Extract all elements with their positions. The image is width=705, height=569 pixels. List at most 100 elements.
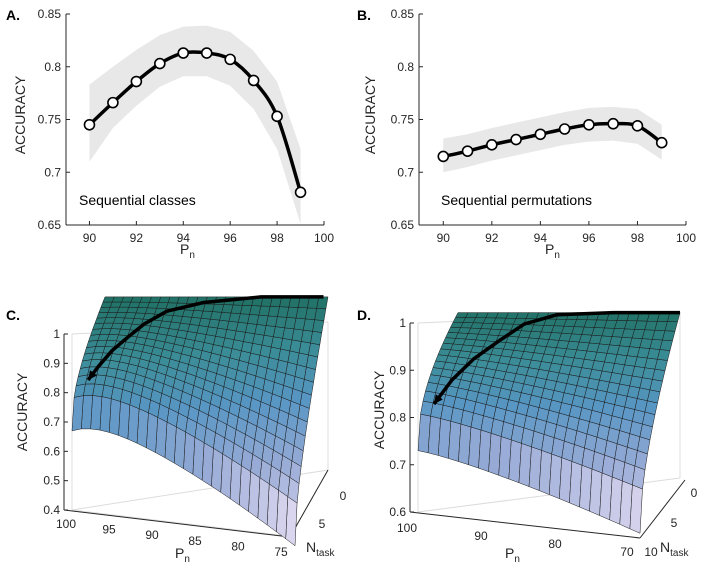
data-point	[130, 75, 143, 88]
y-tick-label: 0.85	[391, 7, 415, 21]
panel-c-ylabel-main: N	[306, 539, 316, 555]
panel-b-points	[437, 117, 668, 163]
y-tick-label: 0.65	[38, 218, 62, 232]
panel-b-xlabel-sub: n	[554, 250, 560, 261]
optimal-path-arrowhead	[88, 370, 97, 380]
y-tick-label: 0.8	[397, 60, 414, 74]
panel-d-xlabel-main: P	[505, 545, 514, 561]
panel-d-zlabel: ACCURACY	[371, 370, 387, 449]
y-tick-label: 0.75	[391, 113, 415, 127]
panel-a-xlabel-main: P	[180, 241, 189, 257]
x-tick-label: 100	[314, 231, 334, 245]
panel-b-xlabel: Pn	[545, 241, 560, 261]
y-tick-label: 0.7	[397, 165, 414, 179]
data-point	[154, 57, 166, 70]
panel-b-axes: 90 92 94 96 98 100 0.65 0.7 0.75 0.8 0.85	[391, 7, 697, 245]
panel-c-zticks: 0.4 0.5 0.6 0.7 0.8 0.9 1	[43, 327, 68, 517]
data-point	[655, 136, 668, 149]
panel-c-ylabel-sub: task	[316, 548, 335, 559]
z-tick-label: 0.9	[389, 363, 406, 377]
confidence-band-area	[443, 106, 662, 173]
optimal-path-line	[86, 295, 324, 382]
surface-cell	[652, 368, 666, 382]
x-tick-label: 92	[130, 231, 144, 245]
z-tick-label: 0.7	[389, 458, 406, 472]
surface-cell	[71, 395, 84, 432]
x-tick-label: 100	[397, 521, 417, 535]
data-point	[107, 96, 119, 109]
data-point	[200, 47, 213, 59]
x-tick-label: 98	[270, 231, 284, 245]
x-tick-label: 92	[485, 231, 499, 245]
x-tick-label: 98	[631, 231, 645, 245]
surface-cell	[659, 339, 673, 351]
panel-b-ylabel: ACCURACY	[362, 75, 378, 154]
z-tick-label: 1	[53, 327, 60, 341]
panel-a-series-line	[88, 50, 303, 193]
x-tick-label: 94	[177, 231, 191, 245]
panel-d-surface	[417, 312, 681, 534]
accuracy-line	[442, 121, 663, 159]
surface-cell	[664, 321, 678, 332]
panel-a-points	[83, 47, 307, 199]
panel-d-xticks: 100 90 80 70	[397, 521, 634, 559]
panel-c-ylabel: Ntask	[306, 539, 335, 559]
panel-d-yticks: 10 5 0	[644, 486, 697, 559]
y-tick-label: 0.85	[38, 7, 62, 21]
panel-a-letter: A.	[6, 7, 20, 23]
x-tick-label: 90	[474, 529, 488, 543]
panel-a-ylabel: ACCURACY	[12, 75, 28, 154]
panel-c: C. 0.40.50.60.70.80.91 100 95 90 85 80 75 05 …	[6, 295, 347, 565]
panel-c-xlabel-sub: n	[184, 554, 190, 565]
surface-cell	[96, 312, 109, 319]
accuracy-line	[88, 50, 303, 193]
data-point	[294, 186, 307, 199]
y-tick-label: 0	[691, 486, 698, 500]
panel-c-yticks: 05	[319, 489, 347, 531]
data-point	[224, 53, 236, 66]
data-point	[437, 150, 450, 163]
panel-d-ylabel-sub: task	[670, 548, 689, 559]
panel-d-zticks: 0.6 0.7 0.8 0.9 1	[389, 316, 414, 519]
x-tick-label: 95	[102, 523, 116, 537]
x-tick-label: 80	[231, 539, 245, 553]
data-point	[534, 128, 547, 141]
panel-a-annotation: Sequential classes	[79, 192, 196, 208]
panel-c-box-floor-front	[71, 509, 296, 538]
x-tick-label: 80	[548, 537, 562, 551]
panel-d-xlabel-sub: n	[514, 554, 520, 565]
y-tick-label: 0.65	[391, 218, 415, 232]
panel-d-ylabel: Ntask	[660, 539, 689, 559]
x-tick-label: 85	[188, 534, 202, 548]
x-tick-label: 94	[534, 231, 548, 245]
x-tick-label: 100	[56, 517, 76, 531]
panel-c-xlabel-main: P	[175, 545, 184, 561]
x-tick-label: 96	[224, 231, 238, 245]
data-point	[486, 139, 498, 151]
x-tick-label: 96	[582, 231, 596, 245]
panel-d-ylabel-main: N	[660, 539, 670, 555]
x-tick-label: 90	[145, 528, 159, 542]
y-tick-label: 0.75	[38, 113, 62, 127]
y-tick-label: 0	[340, 489, 347, 503]
z-tick-label: 0.8	[389, 411, 406, 425]
data-point	[247, 74, 260, 87]
surface-cell	[100, 301, 113, 308]
optimal-path-arrowhead	[433, 394, 443, 405]
panel-d-optimal-path	[432, 310, 680, 406]
y-tick-label: 0.7	[44, 165, 61, 179]
y-tick-label: 0.8	[44, 60, 61, 74]
panel-a-axes: 90 92 94 96 98 100 0.65 0.7 0.75 0.8 0.85	[38, 7, 335, 245]
data-point	[583, 118, 595, 131]
surface-cell	[98, 306, 111, 313]
z-tick-label: 1	[399, 316, 406, 330]
z-tick-label: 0.6	[43, 444, 60, 458]
optimal-path-line	[432, 310, 680, 406]
x-tick-label: 75	[274, 545, 288, 559]
surface-cell	[662, 330, 676, 342]
data-point	[461, 145, 474, 157]
z-tick-label: 0.8	[43, 386, 60, 400]
panel-b-confidence-band	[443, 106, 662, 173]
panel-b: B. 90 92 94 96 98 100 0.65 0.7 0.75 0.8 0.85 Seque…	[357, 7, 696, 261]
panel-d-xlabel: Pn	[505, 545, 520, 565]
